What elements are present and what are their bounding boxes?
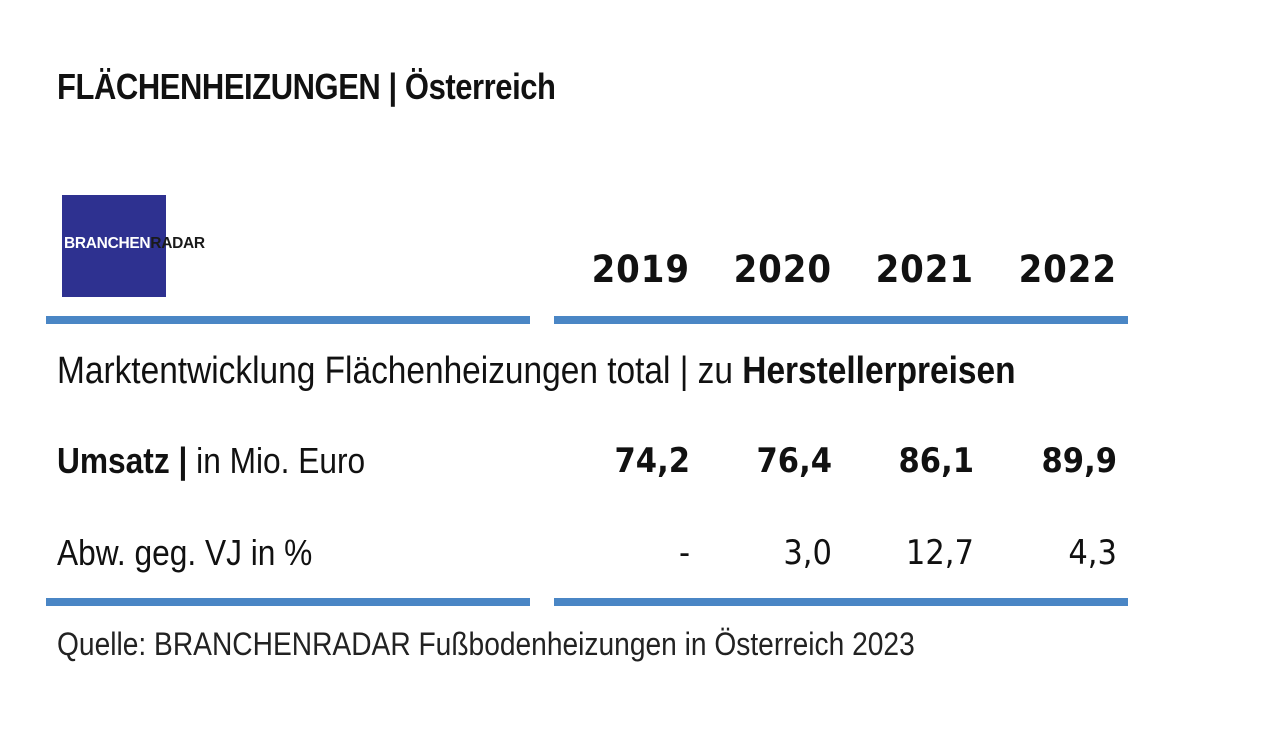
row-label-abw: Abw. geg. VJ in % [57, 532, 313, 573]
cell-abw-2021: 12,7 [905, 533, 974, 573]
logo-text-part1: BRANCHEN [64, 235, 151, 252]
page-title: FLÄCHENHEIZUNGEN | Österreich [57, 66, 556, 107]
logo-text-part2: RADAR [150, 235, 205, 252]
cell-abw-2019: - [678, 533, 690, 573]
top-rule-right [554, 316, 1128, 324]
bottom-rule-right [554, 598, 1128, 606]
branchenradar-logo: BRANCHENRADAR [62, 195, 205, 297]
row-label-umsatz: Umsatz | in Mio. Euro [57, 440, 365, 482]
row-label-umsatz-rest: in Mio. Euro [187, 440, 366, 481]
row-label-umsatz-bold: Umsatz | [57, 440, 188, 481]
section-text: Marktentwicklung Flächenheizungen total … [57, 350, 743, 392]
year-header-2022: 2022 [1018, 248, 1117, 291]
year-header-2020: 2020 [733, 248, 832, 291]
cell-umsatz-2021: 86,1 [898, 441, 974, 481]
bottom-rule-left [46, 598, 530, 606]
cell-abw-2020: 3,0 [783, 533, 832, 573]
year-header-2021: 2021 [875, 248, 974, 291]
top-rule-left [46, 316, 530, 324]
section-bold: Herstellerpreisen [742, 350, 1016, 392]
cell-umsatz-2019: 74,2 [614, 441, 690, 481]
cell-umsatz-2022: 89,9 [1041, 441, 1117, 481]
source-note: Quelle: BRANCHENRADAR Fußbodenheizungen … [57, 626, 915, 662]
cell-abw-2022: 4,3 [1068, 533, 1117, 573]
year-header-2019: 2019 [591, 248, 690, 291]
cell-umsatz-2020: 76,4 [756, 441, 832, 481]
section-heading: Marktentwicklung Flächenheizungen total … [57, 350, 1016, 393]
